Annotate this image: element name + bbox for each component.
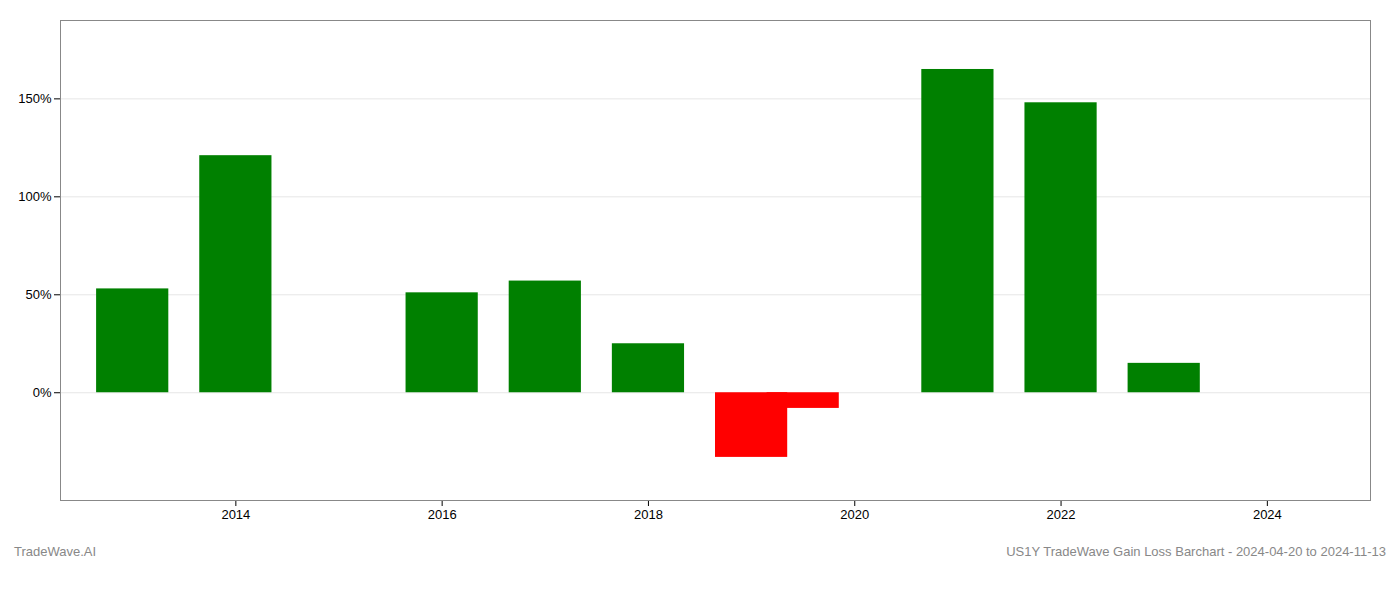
svg-text:2022: 2022 — [1047, 507, 1076, 522]
svg-text:50%: 50% — [25, 287, 51, 302]
svg-text:2020: 2020 — [840, 507, 869, 522]
svg-text:2024: 2024 — [1253, 507, 1282, 522]
svg-text:150%: 150% — [18, 91, 52, 106]
html-text:TradeWave.AI: TradeWave.AI — [14, 544, 97, 559]
html-text:US1Y TradeWave Gain Loss Barch: US1Y TradeWave Gain Loss Barchart - 2024… — [1006, 544, 1386, 559]
svg-text:2014: 2014 — [221, 507, 250, 522]
svg-text:2018: 2018 — [634, 507, 663, 522]
svg-text:100%: 100% — [18, 189, 52, 204]
svg-text:0%: 0% — [33, 385, 52, 400]
svg-text:2016: 2016 — [428, 507, 457, 522]
